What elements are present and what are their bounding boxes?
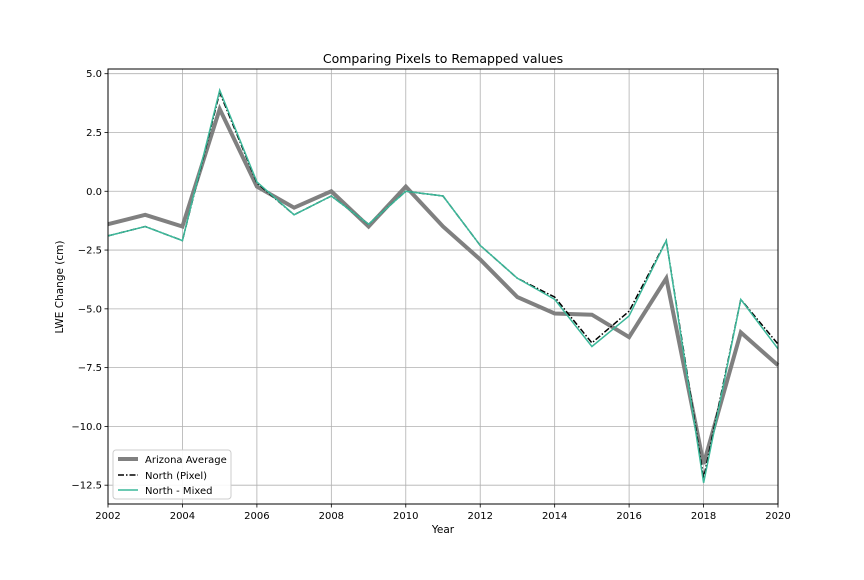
legend-label-north-mixed: North - Mixed xyxy=(145,486,212,497)
y-tick-label: −7.5 xyxy=(78,363,102,374)
y-tick-label: −2.5 xyxy=(78,246,102,257)
x-tick-label: 2014 xyxy=(542,511,567,522)
x-tick-label: 2008 xyxy=(319,511,344,522)
x-tick-label: 2018 xyxy=(691,511,716,522)
y-tick-label: −5.0 xyxy=(78,304,102,315)
y-tick-label: −12.5 xyxy=(71,481,102,492)
series-line-arizona-average xyxy=(107,103,780,465)
y-axis-label: LWE Change (cm) xyxy=(54,241,66,334)
x-tick-label: 2020 xyxy=(765,511,790,522)
legend: Arizona Average North (Pixel) North - Mi… xyxy=(112,449,232,500)
y-tick-label: 2.5 xyxy=(86,128,102,139)
y-tick-label: −10.0 xyxy=(71,422,102,433)
y-axis-ticks: 5.0 2.5 0.0 −2.5 −5.0 −7.5 −10.0 −12.5 xyxy=(71,69,108,492)
legend-label-north-pixel: North (Pixel) xyxy=(145,471,207,482)
x-tick-label: 2006 xyxy=(244,511,269,522)
series-line-north-mixed xyxy=(107,87,779,483)
x-tick-label: 2004 xyxy=(170,511,195,522)
legend-box xyxy=(112,449,232,500)
grid xyxy=(107,69,779,504)
series-lines xyxy=(107,87,780,483)
chart-title: Comparing Pixels to Remapped values xyxy=(323,51,563,66)
x-axis-label: Year xyxy=(431,524,455,536)
x-tick-label: 2002 xyxy=(95,511,120,522)
x-tick-label: 2012 xyxy=(467,511,492,522)
y-tick-label: 0.0 xyxy=(86,187,102,198)
legend-label-arizona-average: Arizona Average xyxy=(145,455,227,466)
plot-frame xyxy=(107,68,779,505)
x-axis-ticks: 2002 2004 2006 2008 2010 2012 2014 2016 2018 2020 xyxy=(95,504,791,522)
y-tick-label: 5.0 xyxy=(86,69,102,80)
x-tick-label: 2016 xyxy=(616,511,641,522)
x-tick-label: 2010 xyxy=(393,511,418,522)
